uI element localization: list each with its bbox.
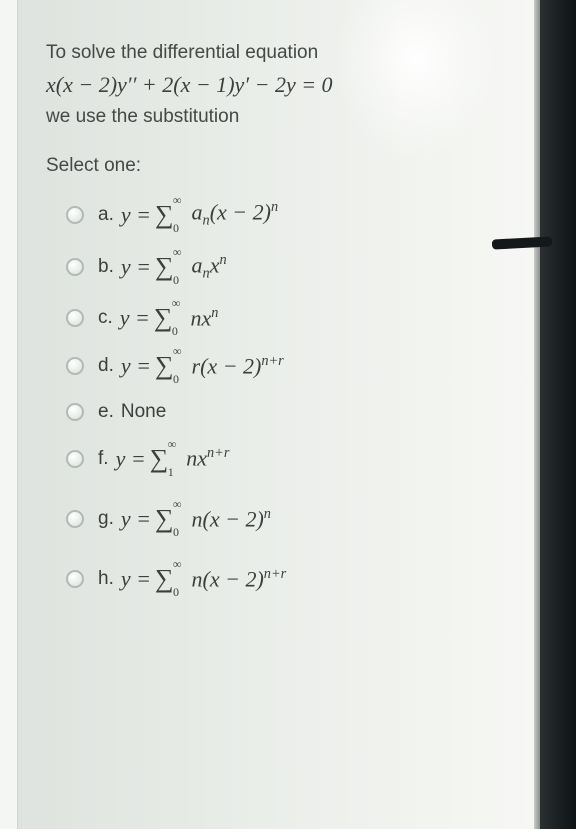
option-d[interactable]: d. y = ∑∞0 r(x − 2)n+r <box>66 353 512 379</box>
question-card: To solve the differential equation x(x −… <box>18 0 540 829</box>
option-a-text: a. y = ∑∞0 an(x − 2)n <box>98 199 278 230</box>
option-d-text: d. y = ∑∞0 r(x − 2)n+r <box>98 353 284 379</box>
radio-icon[interactable] <box>66 309 84 327</box>
option-h-text: h. y = ∑∞0 n(x − 2)n+r <box>98 566 286 592</box>
radio-icon[interactable] <box>66 510 84 528</box>
option-e[interactable]: e. None <box>66 401 512 423</box>
radio-icon[interactable] <box>66 570 84 588</box>
radio-icon[interactable] <box>66 206 84 224</box>
option-b-text: b. y = ∑∞0 anxn <box>98 252 227 283</box>
option-h[interactable]: h. y = ∑∞0 n(x − 2)n+r <box>66 566 512 592</box>
option-f-text: f. y = ∑∞1 nxn+r <box>98 445 229 471</box>
option-b[interactable]: b. y = ∑∞0 anxn <box>66 252 512 283</box>
option-g[interactable]: g. y = ∑∞0 n(x − 2)n <box>66 506 512 532</box>
radio-icon[interactable] <box>66 403 84 421</box>
option-c-text: c. y = ∑∞0 nxn <box>98 305 218 331</box>
option-e-text: e. None <box>98 401 166 423</box>
page-surface: To solve the differential equation x(x −… <box>0 0 576 829</box>
device-bezel <box>540 0 576 829</box>
option-c[interactable]: c. y = ∑∞0 nxn <box>66 305 512 331</box>
question-intro-line1: To solve the differential equation <box>46 40 512 66</box>
radio-icon[interactable] <box>66 450 84 468</box>
radio-icon[interactable] <box>66 258 84 276</box>
option-f[interactable]: f. y = ∑∞1 nxn+r <box>66 445 512 471</box>
select-one-label: Select one: <box>46 155 512 177</box>
question-intro-line2: we use the substitution <box>46 104 512 130</box>
option-g-text: g. y = ∑∞0 n(x − 2)n <box>98 506 271 532</box>
left-margin <box>0 0 18 829</box>
radio-icon[interactable] <box>66 357 84 375</box>
option-a[interactable]: a. y = ∑∞0 an(x − 2)n <box>66 199 512 230</box>
question-equation: x(x − 2)y′′ + 2(x − 1)y′ − 2y = 0 <box>46 72 512 98</box>
